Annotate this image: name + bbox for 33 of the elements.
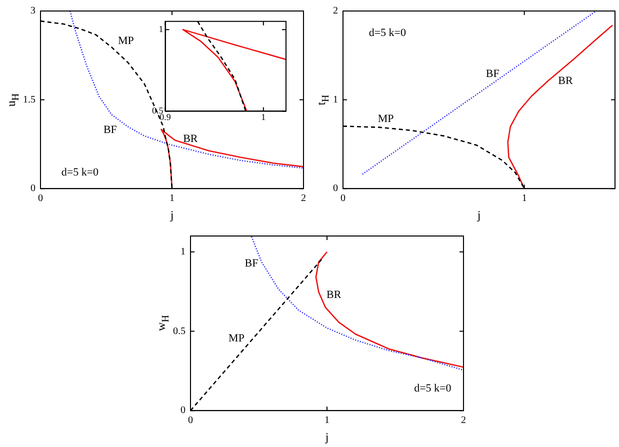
series-label: BF <box>103 124 117 136</box>
annotation: d=5 k=0 <box>368 27 406 40</box>
y-tick-label: 1.5 <box>23 94 36 106</box>
y-tick-label: 1 <box>333 94 338 106</box>
series-label: BR <box>326 289 342 302</box>
x-tick-label: 0 <box>38 193 43 204</box>
x-axis-title: j <box>476 208 481 222</box>
x-tick-label: 2 <box>461 415 466 426</box>
series-label: MP <box>378 113 394 126</box>
x-tick-label: 0 <box>340 193 346 204</box>
series-label: BR <box>183 132 198 145</box>
series-label: BR <box>558 75 574 88</box>
x-tick-label: 1 <box>170 193 174 204</box>
y-tick-label: 3 <box>30 6 36 17</box>
x-tick-label: 0 <box>188 415 193 426</box>
y-tick-label: 0 <box>180 405 186 416</box>
series-label: BF <box>244 258 258 270</box>
y-tick-label: 0.5 <box>173 326 186 337</box>
series-label: MP <box>118 35 134 48</box>
annotation: d=5 k=0 <box>414 382 452 394</box>
y-tick-label: 0 <box>333 183 338 194</box>
x-axis-title: j <box>169 208 174 222</box>
x-tick-label: 1 <box>522 193 527 204</box>
series-label: MP <box>228 332 244 345</box>
y-tick-label: 2 <box>333 6 338 17</box>
annotation: d=5 k=0 <box>61 166 100 179</box>
y-tick-label: 1 <box>180 246 186 258</box>
x-tick-label: 2 <box>301 193 306 204</box>
y-tick-label: 0 <box>30 183 36 194</box>
x-axis-title: j <box>324 430 329 444</box>
x-tick-label: 1 <box>324 415 330 426</box>
series-label: BF <box>486 68 500 80</box>
line-series <box>69 11 304 169</box>
